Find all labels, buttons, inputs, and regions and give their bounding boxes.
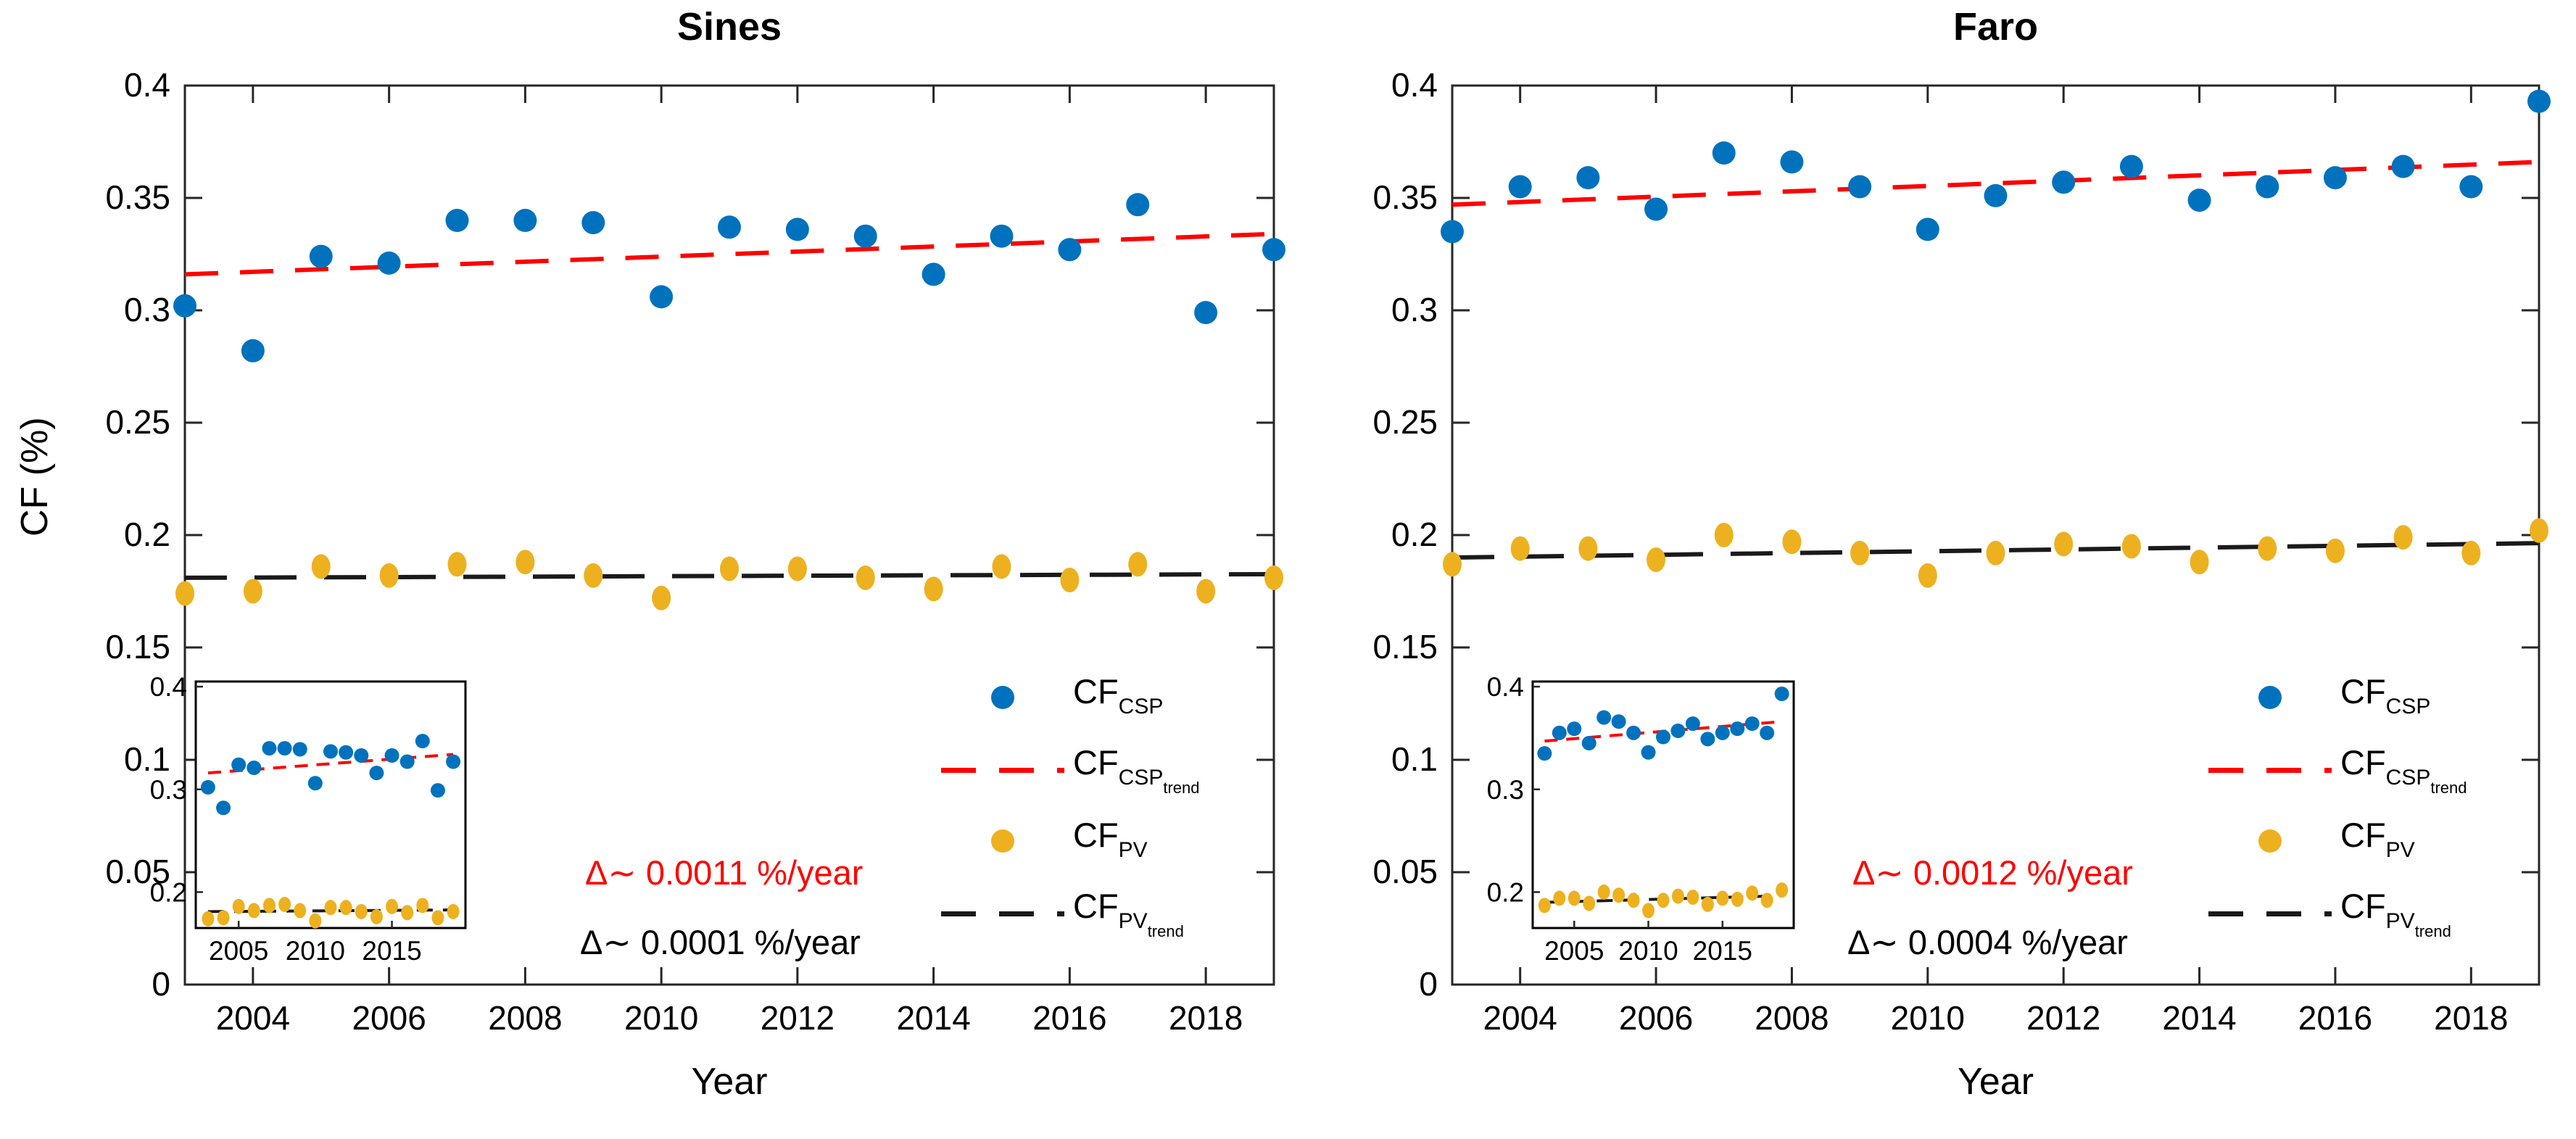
svg-text:0.2: 0.2 xyxy=(150,877,187,907)
svg-text:2016: 2016 xyxy=(1032,999,1106,1037)
svg-text:2004: 2004 xyxy=(216,999,290,1037)
svg-text:2010: 2010 xyxy=(286,936,345,966)
svg-text:0.1: 0.1 xyxy=(1391,740,1438,778)
svg-text:0.15: 0.15 xyxy=(105,628,170,666)
scatter-plot-faro: 0 0.05 0.1 0.15 0.2 0.25 0.3 0.35 0.4 2004 2006 200… xyxy=(1372,66,2551,1037)
faro-inset-plot: 0.4 0.3 0.2 2005 2010 2015 xyxy=(1487,672,1795,966)
pv-dot-icon xyxy=(2258,829,2282,853)
legend: CFCSP CFCSPtrend CFPV CFPVtrend xyxy=(2206,666,2547,970)
x-axis-label-faro: Year xyxy=(1957,1061,2034,1103)
svg-text:0.4: 0.4 xyxy=(150,672,187,702)
csp-trend-annotation: Δ∼ 0.0011 %/year xyxy=(585,853,864,892)
sines-inset-plot: 0.4 0.3 0.2 2005 2010 2015 xyxy=(150,672,467,966)
legend: CFCSP CFCSPtrend CFPV CFPVtrend xyxy=(939,666,1280,970)
svg-text:2012: 2012 xyxy=(761,999,834,1037)
legend-item-cf-csp-trend: CFCSPtrend xyxy=(2206,743,2467,797)
svg-text:2014: 2014 xyxy=(2162,999,2236,1037)
svg-text:0.3: 0.3 xyxy=(124,291,170,328)
svg-text:2010: 2010 xyxy=(1618,936,1678,966)
svg-text:0.3: 0.3 xyxy=(1391,291,1438,328)
svg-text:0.35: 0.35 xyxy=(105,178,170,216)
plot-title-faro: Faro xyxy=(1952,5,2039,49)
svg-text:2005: 2005 xyxy=(209,936,268,966)
csp-trend-dash-icon xyxy=(2208,768,2332,773)
svg-text:2006: 2006 xyxy=(352,999,426,1037)
svg-text:0.4: 0.4 xyxy=(1391,66,1438,104)
pv-dot-icon xyxy=(990,829,1014,853)
legend-item-cf-pv-trend: CFPVtrend xyxy=(2206,887,2451,940)
svg-text:2006: 2006 xyxy=(1619,999,1693,1037)
faro-plot-canvas: 0 0.05 0.1 0.15 0.2 0.25 0.3 0.35 0.4 2004 2006 200… xyxy=(1372,66,2551,1037)
legend-item-cf-pv: CFPV xyxy=(2206,816,2415,866)
svg-text:2010: 2010 xyxy=(1891,999,1965,1037)
svg-text:2018: 2018 xyxy=(2434,999,2508,1037)
svg-text:2004: 2004 xyxy=(1483,999,1557,1037)
svg-text:0.15: 0.15 xyxy=(1372,628,1438,666)
svg-text:0.4: 0.4 xyxy=(1487,672,1524,702)
svg-text:0.2: 0.2 xyxy=(1391,515,1438,553)
svg-text:0.35: 0.35 xyxy=(1372,178,1438,216)
svg-text:0.3: 0.3 xyxy=(150,775,187,805)
svg-text:0: 0 xyxy=(152,965,170,1003)
scatter-plot-sines: 0 0.05 0.1 0.15 0.2 0.25 0.3 0.35 0.4 2004 2006 200… xyxy=(105,66,1285,1037)
legend-item-cf-csp: CFCSP xyxy=(939,672,1163,722)
svg-text:0.3: 0.3 xyxy=(1487,775,1524,805)
legend-item-cf-csp: CFCSP xyxy=(2206,672,2430,722)
pv-trend-dash-icon xyxy=(940,911,1064,916)
svg-text:2005: 2005 xyxy=(1544,936,1604,966)
y-axis-label: CF (%) xyxy=(14,417,56,537)
svg-text:2018: 2018 xyxy=(1169,999,1243,1037)
x-axis-label-sines: Year xyxy=(691,1061,768,1103)
svg-text:0.4: 0.4 xyxy=(124,66,170,104)
csp-trend-annotation: Δ∼ 0.0012 %/year xyxy=(1852,853,2133,892)
svg-text:2016: 2016 xyxy=(2298,999,2372,1037)
sines-plot-canvas: 0 0.05 0.1 0.15 0.2 0.25 0.3 0.35 0.4 2004 2006 200… xyxy=(105,66,1285,1037)
svg-text:0: 0 xyxy=(1419,965,1438,1003)
plot-title-sines: Sines xyxy=(676,5,782,49)
svg-text:2015: 2015 xyxy=(362,936,421,966)
svg-text:0.05: 0.05 xyxy=(105,853,170,890)
svg-text:0.25: 0.25 xyxy=(1372,403,1438,441)
svg-text:0.2: 0.2 xyxy=(1487,877,1524,907)
svg-text:0.2: 0.2 xyxy=(124,515,170,553)
csp-dot-icon xyxy=(2258,685,2282,709)
legend-item-cf-csp-trend: CFCSPtrend xyxy=(939,743,1200,797)
svg-text:2014: 2014 xyxy=(896,999,970,1037)
svg-text:2008: 2008 xyxy=(488,999,562,1037)
legend-item-cf-pv-trend: CFPVtrend xyxy=(939,887,1184,940)
svg-text:2010: 2010 xyxy=(624,999,698,1037)
csp-dot-icon xyxy=(990,685,1014,709)
pv-trend-annotation: Δ∼ 0.0001 %/year xyxy=(580,923,861,961)
svg-text:2008: 2008 xyxy=(1755,999,1829,1037)
svg-text:2015: 2015 xyxy=(1693,936,1752,966)
csp-trend-dash-icon xyxy=(940,768,1064,773)
svg-text:0.25: 0.25 xyxy=(105,403,170,441)
svg-text:0.1: 0.1 xyxy=(124,740,170,778)
legend-item-cf-pv: CFPV xyxy=(939,816,1148,866)
pv-trend-dash-icon xyxy=(2208,911,2332,916)
pv-trend-annotation: Δ∼ 0.0004 %/year xyxy=(1847,923,2128,961)
svg-text:0.05: 0.05 xyxy=(1372,853,1438,890)
svg-text:2012: 2012 xyxy=(2026,999,2100,1037)
